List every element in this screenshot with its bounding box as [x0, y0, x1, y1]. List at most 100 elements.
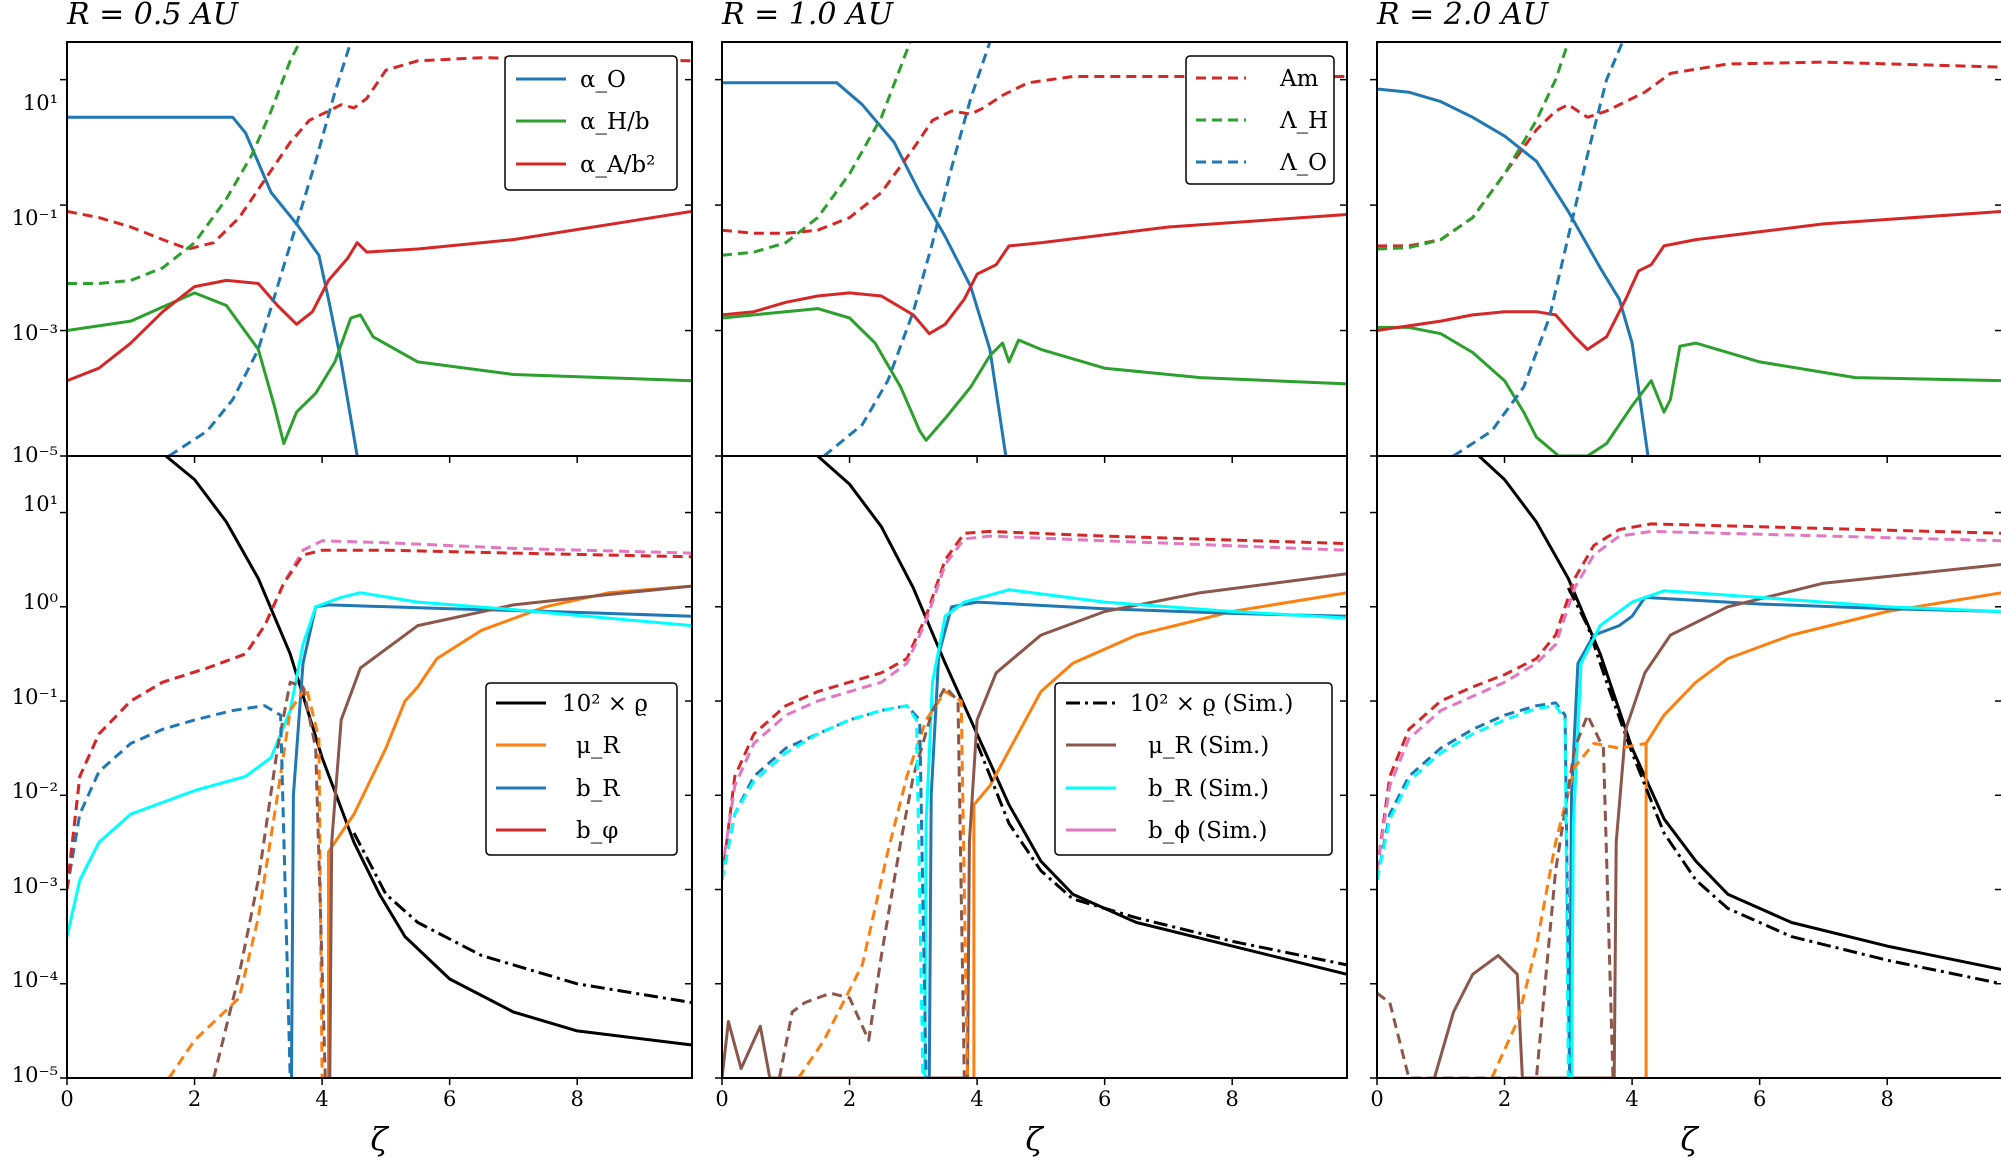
x-tick-label: 6 [1753, 1087, 1766, 1111]
series-line-o [1377, 87, 1650, 456]
series-line-a-b [722, 213, 1347, 336]
series-line-10 [164, 456, 692, 1047]
x-tick-label: 2 [843, 1087, 856, 1111]
series-line-o [168, 42, 353, 456]
series-line-am [67, 56, 692, 251]
series-line-r-dashed [167, 685, 324, 1078]
series-line-am [722, 75, 1347, 235]
series-line-r-sim-dashed [212, 680, 327, 1078]
series-line-b-r-sim-dashed [722, 704, 925, 1078]
legend-frame [504, 55, 678, 191]
y-tick-label: 10⁰ [23, 590, 58, 614]
x-tick-label: 6 [1098, 1087, 1111, 1111]
y-tick-label: 10⁻⁴ [12, 968, 58, 992]
series-group [1377, 456, 2001, 1078]
series-line-o [823, 42, 992, 456]
series-line-10 [816, 456, 1347, 976]
series-line-h-b [1377, 325, 2001, 456]
plot-top-2-0-au [1370, 41, 2001, 463]
x-tick-label: 2 [188, 1087, 201, 1111]
series-line-b-dashed [67, 548, 692, 890]
x-tick-labels-middle: 0 2 4 6 8 [715, 1087, 1239, 1111]
legend-label-rho-sim: 10² × ϱ (Sim.) [1130, 691, 1293, 717]
y-tick-labels-bottom: 10¹ 10⁰ 10⁻¹ 10⁻² 10⁻³ 10⁻⁴ 10⁻⁵ [12, 492, 58, 1087]
legend-label-b-r-sim: b_R (Sim.) [1148, 776, 1269, 802]
series-line-r [327, 584, 692, 1078]
series-line-o [1452, 42, 1624, 456]
plot-top-0-5-au [60, 41, 693, 463]
y-tick-label: 10⁻³ [12, 874, 58, 898]
plot-frame [1376, 41, 2001, 457]
series-line-b-r-dashed [1377, 701, 1572, 1078]
x-tick-label: 0 [60, 1087, 73, 1111]
plot-frame [721, 455, 1348, 1079]
y-tick-label: 10⁻⁵ [12, 1063, 58, 1087]
series-line-b-r-sim [923, 588, 1347, 1078]
series-line-r-dashed [797, 690, 969, 1078]
legend-bottom-left: 10² × ϱ μ_R b_R b_φ [485, 682, 678, 856]
plot-frame [1376, 455, 2001, 1079]
series-line-r-sim [722, 572, 1347, 1078]
series-line-b-r-dashed [67, 704, 292, 1078]
legend-top-middle: Am Λ_H Λ_O [1185, 55, 1335, 185]
x-tick-label: 8 [1881, 1087, 1894, 1111]
series-line-b-r-sim [67, 591, 692, 937]
x-axis-label-left: ζ [370, 1120, 389, 1158]
legend-label-b-r: b_R [576, 776, 620, 802]
legend-label-mu-r: μ_R [576, 733, 620, 759]
x-tick-label: 4 [1625, 1087, 1638, 1111]
legend-label-b-phi: b_φ [576, 818, 618, 844]
plot-bottom-2-0-au [1370, 455, 2001, 1085]
series-group [67, 42, 692, 456]
panel-title-0-5-au: R = 0.5 AU [66, 0, 240, 32]
legend-label-rho: 10² × ϱ [562, 691, 648, 717]
legend-label-alpha-a: α_A/b² [580, 152, 655, 178]
series-line-a-b [67, 209, 692, 383]
series-line-b [722, 529, 1347, 881]
series-line-b-r-dashed [722, 704, 928, 1078]
panel-title-1-0-au: R = 1.0 AU [721, 0, 895, 32]
x-axis-label-middle: ζ [1025, 1120, 1044, 1158]
x-tick-labels-right: 0 2 4 6 8 [1370, 1087, 1894, 1111]
y-tick-label: 10⁻¹ [12, 685, 58, 709]
y-tick-label: 10⁻² [12, 779, 58, 803]
y-tick-label: 10⁻³ [12, 321, 58, 345]
legend-bottom-middle: 10² × ϱ (Sim.) μ_R (Sim.) b_R (Sim.) b_ϕ… [1054, 682, 1333, 856]
series-group [722, 456, 1347, 1078]
legend-label-alpha-o: α_O [580, 67, 626, 93]
x-tick-labels-left: 0 2 4 6 8 [60, 1087, 584, 1111]
y-tick-label: 10⁻⁵ [12, 443, 58, 467]
series-line-r-dashed [1490, 741, 1647, 1078]
series-line-h-b [722, 307, 1347, 442]
x-tick-label: 0 [1370, 1087, 1383, 1111]
legend-frame [485, 682, 678, 856]
legend-label-lambda-o: Λ_O [1279, 150, 1327, 176]
legend-frame [1054, 682, 1333, 856]
legend-label-lambda-h: Λ_H [1279, 108, 1328, 134]
series-line-10-sim [1566, 587, 2001, 986]
x-tick-label: 6 [443, 1087, 456, 1111]
series-line-r-sim-dashed [1377, 713, 1615, 1078]
x-tick-label: 8 [1226, 1087, 1239, 1111]
series-line-b-sim [1377, 529, 2001, 871]
series-line-b-r-sim [1570, 589, 2001, 1078]
series-line-o [67, 115, 359, 456]
series-group [722, 42, 1347, 456]
series-line-b-r [927, 600, 1347, 1078]
x-tick-label: 8 [571, 1087, 584, 1111]
series-line-r-sim [1432, 562, 2001, 1078]
series-line-r-sim [328, 584, 692, 1078]
series-line-h [722, 42, 912, 257]
series-line-o [722, 81, 1008, 456]
x-tick-label: 4 [315, 1087, 328, 1111]
x-tick-label: 4 [970, 1087, 983, 1111]
series-line-b-sim [722, 534, 1347, 871]
legend-label-mu-r-sim: μ_R (Sim.) [1148, 733, 1269, 759]
legend-frame [1185, 55, 1335, 185]
series-line-r [1644, 591, 2001, 1078]
series-line-10 [1477, 456, 2001, 971]
panel-title-2-0-au: R = 2.0 AU [1376, 0, 1550, 32]
legend-label-alpha-h: α_H/b [580, 109, 650, 135]
series-line-10-sim [975, 742, 1347, 967]
